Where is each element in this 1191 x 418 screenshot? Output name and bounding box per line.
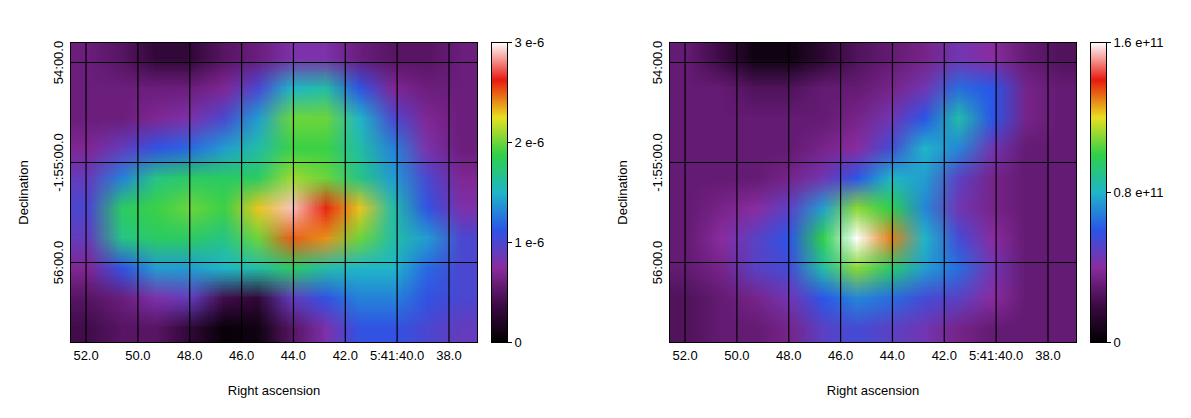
svg-text:5:41:40.0: 5:41:40.0 xyxy=(370,348,424,363)
svg-text:Right ascension: Right ascension xyxy=(827,383,920,398)
svg-text:50.0: 50.0 xyxy=(125,348,150,363)
svg-text:-1:55:00.0: -1:55:00.0 xyxy=(650,133,665,192)
svg-text:46.0: 46.0 xyxy=(229,348,254,363)
svg-text:52.0: 52.0 xyxy=(73,348,98,363)
svg-text:38.0: 38.0 xyxy=(1035,348,1060,363)
svg-text:42.0: 42.0 xyxy=(333,348,358,363)
svg-text:0.8 e+11: 0.8 e+11 xyxy=(1114,185,1164,200)
svg-text:48.0: 48.0 xyxy=(177,348,202,363)
svg-text:44.0: 44.0 xyxy=(281,348,306,363)
svg-text:48.0: 48.0 xyxy=(776,348,801,363)
svg-text:0: 0 xyxy=(1114,335,1121,350)
svg-text:56:00.0: 56:00.0 xyxy=(650,241,665,284)
svg-text:44.0: 44.0 xyxy=(880,348,905,363)
svg-text:5:41:40.0: 5:41:40.0 xyxy=(969,348,1023,363)
svg-text:54:00.0: 54:00.0 xyxy=(650,41,665,84)
svg-text:Declination: Declination xyxy=(615,160,630,224)
svg-text:Declination: Declination xyxy=(16,160,31,224)
svg-text:1 e-6: 1 e-6 xyxy=(515,235,545,250)
svg-text:52.0: 52.0 xyxy=(672,348,697,363)
svg-text:54:00.0: 54:00.0 xyxy=(51,41,66,84)
svg-text:1.6 e+11: 1.6 e+11 xyxy=(1114,35,1164,50)
svg-text:-1:55:00.0: -1:55:00.0 xyxy=(51,133,66,192)
svg-text:2 e-6: 2 e-6 xyxy=(515,135,545,150)
svg-text:46.0: 46.0 xyxy=(828,348,853,363)
svg-text:3 e-6: 3 e-6 xyxy=(515,35,545,50)
svg-text:50.0: 50.0 xyxy=(724,348,749,363)
svg-text:Right ascension: Right ascension xyxy=(228,383,321,398)
svg-text:42.0: 42.0 xyxy=(932,348,957,363)
svg-text:38.0: 38.0 xyxy=(436,348,461,363)
svg-text:56:00.0: 56:00.0 xyxy=(51,241,66,284)
svg-text:0: 0 xyxy=(515,335,522,350)
